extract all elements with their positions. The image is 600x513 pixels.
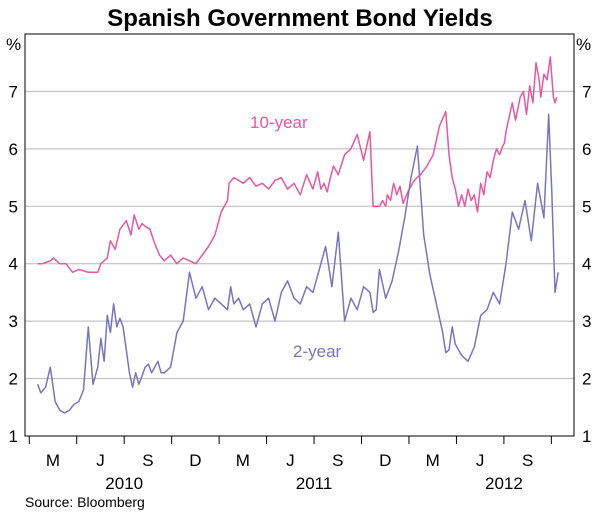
series-line-2-year bbox=[36, 113, 559, 414]
y-tick-right-2: 3 bbox=[582, 312, 591, 331]
source-note: Source: Bloomberg bbox=[25, 494, 145, 510]
y-tick-right-6: 7 bbox=[582, 82, 591, 101]
x-tick-label-9: J bbox=[476, 451, 485, 470]
x-tick-label-7: D bbox=[379, 451, 391, 470]
x-year-label-0: 2010 bbox=[105, 474, 143, 493]
series-label-10-year: 10-year bbox=[250, 113, 308, 132]
y-tick-right-1: 2 bbox=[582, 370, 591, 389]
year-labels: 2010 2011 2012 bbox=[105, 474, 523, 493]
y-tick-right-5: 6 bbox=[582, 140, 591, 159]
x-tick-label-2: S bbox=[142, 451, 153, 470]
y-tick-left-6: 7 bbox=[9, 82, 18, 101]
y-axis-unit-left: % bbox=[6, 35, 21, 54]
x-tick-label-5: J bbox=[286, 451, 295, 470]
y-tick-left-5: 6 bbox=[9, 140, 18, 159]
y-ticks-left: 1 2 3 4 5 6 7 bbox=[9, 82, 18, 446]
x-tick-label-1: J bbox=[96, 451, 105, 470]
y-ticks-right: 1 2 3 4 5 6 7 bbox=[582, 82, 591, 446]
y-tick-left-2: 3 bbox=[9, 312, 18, 331]
series-line-10-year bbox=[37, 56, 558, 274]
plot-frame bbox=[24, 33, 575, 437]
x-year-label-1: 2011 bbox=[296, 474, 333, 493]
series-label-2-year: 2-year bbox=[293, 342, 342, 361]
y-axis-unit-right: % bbox=[576, 35, 591, 54]
x-tick-label-10: S bbox=[522, 451, 533, 470]
y-tick-right-0: 1 bbox=[582, 427, 591, 446]
y-tick-right-3: 4 bbox=[582, 255, 591, 274]
y-tick-left-0: 1 bbox=[9, 427, 18, 446]
x-tick-label-6: S bbox=[332, 451, 343, 470]
x-tick-label-0: M bbox=[46, 451, 60, 470]
x-tick-label-8: M bbox=[426, 451, 440, 470]
y-tick-left-4: 5 bbox=[9, 197, 18, 216]
x-tick-label-4: M bbox=[236, 451, 250, 470]
y-tick-left-1: 2 bbox=[9, 370, 18, 389]
x-tick-label-3: D bbox=[189, 451, 201, 470]
chart-title: Spanish Government Bond Yields bbox=[107, 5, 492, 32]
gridlines bbox=[25, 90, 574, 380]
x-year-label-2: 2012 bbox=[485, 474, 523, 493]
series-layer bbox=[36, 56, 559, 414]
y-tick-left-3: 4 bbox=[9, 255, 18, 274]
y-tick-right-4: 5 bbox=[582, 197, 591, 216]
